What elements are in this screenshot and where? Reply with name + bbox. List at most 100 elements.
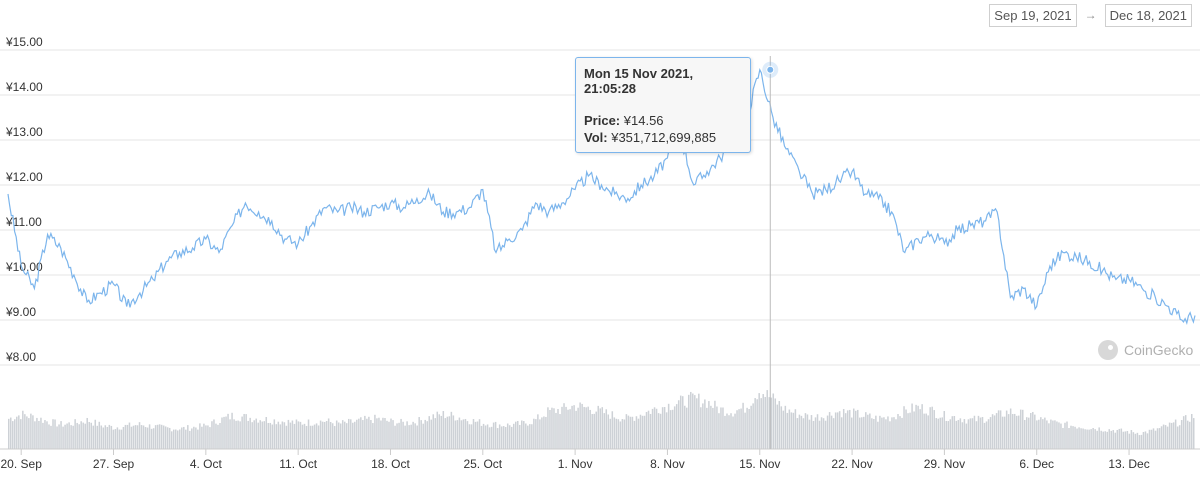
volume-bar	[58, 424, 60, 449]
volume-bar	[498, 424, 501, 449]
volume-bar	[1170, 422, 1173, 449]
volume-bar	[1017, 415, 1020, 449]
volume-bar	[1074, 426, 1076, 449]
volume-bar	[750, 405, 752, 449]
volume-bar	[416, 425, 418, 449]
volume-bar	[744, 412, 746, 449]
volume-bar	[1034, 414, 1036, 449]
volume-bar	[688, 394, 690, 449]
volume-bar	[907, 413, 909, 449]
volume-bar	[1108, 429, 1110, 449]
tooltip-date: Mon 15 Nov 2021, 21:05:28	[584, 66, 694, 96]
volume-bar	[350, 419, 352, 449]
volume-bar	[539, 419, 541, 449]
volume-bar	[740, 408, 742, 449]
volume-bar	[1180, 420, 1183, 449]
volume-bar	[211, 421, 213, 449]
volume-bar	[846, 410, 849, 449]
volume-bar	[521, 420, 523, 449]
volume-bar	[784, 405, 787, 449]
volume-bar	[977, 415, 980, 449]
volume-bar	[170, 431, 173, 449]
volume-bar	[1009, 408, 1012, 449]
date-range-from-input[interactable]: Sep 19, 2021	[989, 3, 1077, 27]
volume-bar	[1138, 435, 1141, 449]
volume-bars	[0, 390, 1200, 450]
volume-bar	[973, 415, 976, 449]
volume-bar	[466, 421, 469, 449]
volume-bar	[848, 409, 851, 449]
volume-bar	[46, 421, 48, 449]
volume-bar	[476, 421, 479, 449]
volume-bar	[225, 416, 227, 449]
volume-bar	[199, 423, 201, 449]
volume-bar	[279, 424, 282, 449]
volume-bar	[335, 420, 338, 449]
volume-bar	[333, 426, 336, 449]
volume-bar	[488, 427, 491, 449]
date-range-to-input[interactable]: Dec 18, 2021	[1104, 3, 1192, 27]
volume-bar	[601, 407, 604, 449]
volume-bar	[1052, 420, 1054, 449]
volume-bar	[714, 400, 716, 449]
volume-bar	[1058, 422, 1060, 449]
volume-bar	[647, 410, 650, 449]
volume-bar	[195, 427, 197, 449]
volume-bar	[390, 418, 392, 449]
volume-bar	[724, 415, 726, 449]
volume-bar	[118, 429, 121, 449]
volume-bar	[788, 409, 791, 449]
volume-bar	[659, 413, 662, 449]
volume-bar	[384, 417, 386, 449]
volume-bar	[168, 427, 171, 449]
volume-bar	[249, 417, 251, 449]
volume-bar	[191, 428, 193, 449]
volume-bar	[1007, 414, 1010, 449]
volume-bar	[875, 415, 877, 449]
volume-bar	[138, 422, 141, 449]
volume-bar	[1154, 430, 1157, 449]
volume-bar	[154, 425, 157, 449]
volume-bar	[1011, 414, 1014, 449]
volume-bar	[380, 420, 382, 449]
volume-bar	[1066, 421, 1068, 449]
volume-bar	[945, 420, 948, 449]
volume-bar	[166, 427, 169, 449]
volume-bar	[90, 422, 92, 449]
volume-bar	[80, 421, 82, 449]
volume-bar	[879, 415, 881, 449]
volume-bar	[265, 416, 268, 449]
volume-bar	[1106, 431, 1108, 449]
volume-bar	[531, 424, 533, 449]
volume-bar	[1068, 428, 1070, 449]
volume-bar	[885, 419, 887, 449]
volume-bar	[780, 406, 783, 449]
volume-bar	[253, 420, 255, 449]
volume-bar	[205, 425, 207, 449]
volume-bar	[492, 422, 495, 449]
volume-bar	[362, 420, 364, 449]
volume-bar	[209, 427, 211, 449]
volume-bar	[34, 421, 36, 449]
y-axis: ¥15.00 ¥14.00 ¥13.00 ¥12.00 ¥11.00 ¥10.00 ¥9.0…	[5, 35, 43, 364]
volume-bar	[36, 417, 38, 449]
volume-bar	[939, 417, 942, 449]
volume-bar	[999, 410, 1002, 449]
volume-bar	[579, 402, 581, 449]
volume-bar	[830, 415, 833, 449]
volume-bar	[625, 414, 628, 449]
volume-bar	[404, 425, 406, 449]
volume-bar	[16, 416, 18, 449]
volume-bar	[142, 425, 145, 449]
volume-bar	[726, 413, 728, 449]
volume-bar	[1172, 422, 1175, 449]
volume-bar	[838, 411, 841, 449]
x-tick-label: 22. Nov	[831, 457, 872, 471]
volume-bar	[1192, 418, 1195, 449]
volume-bar	[1158, 428, 1161, 449]
volume-bar	[549, 409, 551, 449]
volume-bar	[581, 403, 583, 449]
volume-bar	[309, 425, 312, 449]
volume-bar	[669, 410, 672, 449]
volume-bar	[271, 424, 274, 449]
